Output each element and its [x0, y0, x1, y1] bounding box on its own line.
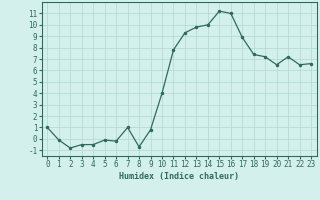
- X-axis label: Humidex (Indice chaleur): Humidex (Indice chaleur): [119, 172, 239, 181]
